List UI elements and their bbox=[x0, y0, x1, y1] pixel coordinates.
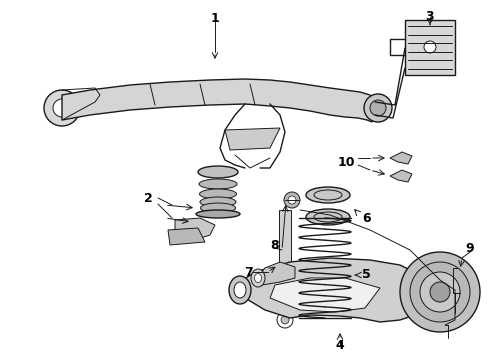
Text: 8: 8 bbox=[270, 239, 279, 252]
Polygon shape bbox=[235, 258, 430, 322]
Ellipse shape bbox=[200, 197, 236, 207]
Text: 5: 5 bbox=[362, 269, 371, 282]
Text: 3: 3 bbox=[426, 10, 434, 23]
Circle shape bbox=[284, 192, 300, 208]
Circle shape bbox=[410, 262, 470, 322]
Polygon shape bbox=[405, 20, 455, 75]
Ellipse shape bbox=[229, 276, 251, 304]
Circle shape bbox=[44, 90, 80, 126]
Polygon shape bbox=[279, 210, 291, 280]
Circle shape bbox=[281, 316, 289, 324]
Ellipse shape bbox=[199, 189, 237, 199]
Text: 10: 10 bbox=[338, 156, 355, 168]
Circle shape bbox=[420, 272, 460, 312]
Ellipse shape bbox=[254, 274, 262, 283]
Ellipse shape bbox=[200, 203, 236, 213]
Circle shape bbox=[424, 41, 436, 53]
Circle shape bbox=[370, 100, 386, 116]
Polygon shape bbox=[270, 278, 380, 312]
Ellipse shape bbox=[199, 179, 237, 189]
Text: 4: 4 bbox=[336, 339, 344, 352]
Ellipse shape bbox=[306, 187, 350, 203]
Ellipse shape bbox=[196, 210, 240, 218]
Ellipse shape bbox=[234, 282, 246, 298]
Text: 9: 9 bbox=[466, 242, 474, 255]
Circle shape bbox=[430, 282, 450, 302]
Polygon shape bbox=[390, 152, 412, 164]
Ellipse shape bbox=[251, 269, 265, 287]
Polygon shape bbox=[282, 280, 288, 315]
Circle shape bbox=[277, 312, 293, 328]
Polygon shape bbox=[175, 218, 215, 240]
Circle shape bbox=[53, 99, 71, 117]
Polygon shape bbox=[168, 228, 205, 245]
Polygon shape bbox=[390, 170, 412, 182]
Text: 2: 2 bbox=[144, 192, 152, 204]
Text: 7: 7 bbox=[244, 266, 252, 279]
Circle shape bbox=[400, 252, 480, 332]
Ellipse shape bbox=[198, 166, 238, 178]
Circle shape bbox=[288, 196, 296, 204]
Text: 6: 6 bbox=[362, 212, 370, 225]
Polygon shape bbox=[62, 79, 375, 122]
Circle shape bbox=[364, 94, 392, 122]
Ellipse shape bbox=[306, 209, 350, 225]
Text: 1: 1 bbox=[211, 12, 220, 25]
Polygon shape bbox=[225, 128, 280, 150]
Polygon shape bbox=[255, 262, 295, 285]
